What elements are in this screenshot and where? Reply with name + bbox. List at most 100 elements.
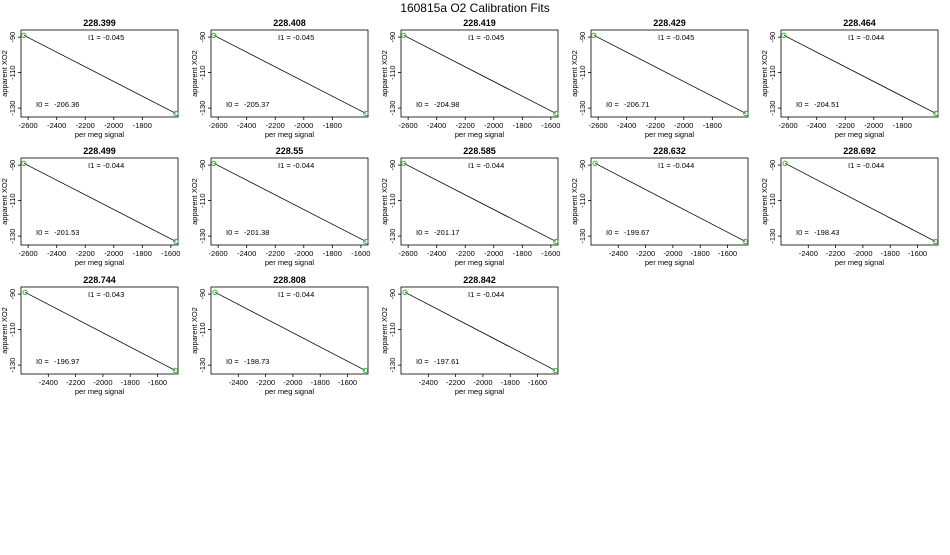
panel-title: 228.808: [273, 275, 306, 285]
x-tick-label: -2200: [836, 121, 855, 130]
x-axis-label: per meg signal: [265, 130, 315, 139]
x-tick-label: -1600: [161, 249, 180, 258]
y-axis-label: apparent XO2: [190, 50, 199, 97]
x-tick-label: -1800: [513, 249, 532, 258]
plot-frame: [20, 286, 179, 375]
i1-value: -0.045: [483, 33, 504, 42]
y-tick-label: -130: [768, 229, 777, 244]
i1-label: I1 =: [88, 33, 101, 42]
data-point: [21, 32, 27, 38]
x-tick-label: -2400: [807, 121, 826, 130]
y-tick-label: -110: [198, 193, 207, 207]
x-tick-label: -1800: [893, 121, 912, 130]
i0-label: I0 =: [416, 100, 429, 109]
y-axis-label: apparent XO2: [760, 178, 769, 225]
x-tick-label: -2600: [209, 249, 228, 258]
data-point: [591, 32, 597, 38]
fit-line: [23, 34, 177, 114]
i1-label: I1 =: [88, 290, 101, 299]
i0-value: -206.71: [624, 100, 649, 109]
panel-6: 228.499 -2600 -2400 -2200 -2000 -1800 -1600 per…: [0, 146, 180, 267]
x-tick-label: -2200: [446, 378, 465, 387]
x-axis-label: per meg signal: [835, 130, 885, 139]
fit-line: [213, 162, 367, 242]
data-point: [173, 238, 179, 245]
panel-11: 228.744 -2400 -2200 -2000 -1800 -1600 per meg …: [0, 275, 179, 396]
fit-line: [23, 162, 177, 242]
x-tick-label: -2400: [609, 249, 628, 258]
data-point: [363, 110, 369, 117]
panel-2: 228.408 -2600 -2400 -2200 -2000 -1800 per meg …: [190, 18, 369, 139]
x-tick-label: -2400: [427, 249, 446, 258]
i0-label: I0 =: [416, 228, 429, 237]
x-tick-label: -1800: [323, 121, 342, 130]
panel-title: 228.399: [83, 18, 116, 28]
fit-line: [213, 34, 367, 114]
x-tick-label: -1800: [323, 249, 342, 258]
y-tick-label: -110: [578, 193, 587, 207]
y-tick-label: -110: [388, 193, 397, 207]
panel-10: 228.692 -2400 -2200 -2000 -1800 -1600 per meg …: [760, 146, 939, 267]
i0-label: I0 =: [226, 228, 239, 237]
i0-value: -196.97: [54, 357, 79, 366]
y-tick-label: -90: [8, 289, 17, 300]
x-tick-label: -1600: [148, 378, 167, 387]
panel-title: 228.55: [276, 146, 304, 156]
fit-line: [403, 34, 557, 114]
x-axis-label: per meg signal: [75, 130, 125, 139]
i0-label: I0 =: [796, 100, 809, 109]
panel-1: 228.399 -2600 -2400 -2200 -2000 -1800 per meg …: [0, 18, 179, 139]
i0-value: -198.43: [814, 228, 839, 237]
x-tick-label: -2400: [617, 121, 636, 130]
y-tick-label: -90: [8, 160, 17, 171]
x-tick-label: -2400: [427, 121, 446, 130]
y-axis-label: apparent XO2: [0, 50, 9, 97]
plot-frame: [210, 157, 369, 246]
i1-value: -0.044: [673, 161, 694, 170]
i1-label: I1 =: [278, 161, 291, 170]
i0-label: I0 =: [226, 357, 239, 366]
x-axis-label: per meg signal: [75, 258, 125, 267]
x-tick-label: -2000: [104, 121, 123, 130]
x-tick-label: -2200: [66, 378, 85, 387]
i0-label: I0 =: [606, 100, 619, 109]
i0-value: -198.73: [244, 357, 269, 366]
x-axis-label: per meg signal: [835, 258, 885, 267]
fit-line: [594, 162, 746, 242]
i1-label: I1 =: [848, 161, 861, 170]
y-tick-label: -110: [388, 65, 397, 79]
x-tick-label: -2600: [399, 249, 418, 258]
y-tick-label: -130: [388, 358, 397, 373]
fit-line: [403, 162, 557, 242]
panel-title: 228.429: [653, 18, 686, 28]
data-point: [781, 32, 787, 38]
x-tick-label: -2600: [399, 121, 418, 130]
panel-title: 228.464: [843, 18, 876, 28]
i1-value: -0.044: [483, 161, 504, 170]
data-point: [933, 110, 939, 117]
x-tick-label: -2000: [294, 249, 313, 258]
i1-label: I1 =: [278, 290, 291, 299]
x-tick-label: -2600: [779, 121, 798, 130]
plot-frame: [400, 29, 559, 118]
panel-9: 228.632 -2400 -2200 -2000 -1800 -1600 per meg …: [570, 146, 749, 267]
x-axis-label: per meg signal: [645, 258, 695, 267]
i0-value: -205.37: [244, 100, 269, 109]
i0-label: I0 =: [606, 228, 619, 237]
x-axis-label: per meg signal: [455, 387, 505, 396]
x-tick-label: -1600: [351, 249, 370, 258]
i1-label: I1 =: [848, 33, 861, 42]
i0-value: -197.61: [434, 357, 459, 366]
y-tick-label: -130: [388, 101, 397, 116]
x-tick-label: -2400: [47, 121, 66, 130]
x-tick-label: -2200: [266, 121, 285, 130]
y-axis-label: apparent XO2: [570, 50, 579, 97]
x-tick-label: -2200: [456, 121, 475, 130]
x-tick-label: -1600: [908, 249, 927, 258]
x-tick-label: -1800: [133, 121, 152, 130]
y-axis-label: apparent XO2: [380, 50, 389, 97]
i0-label: I0 =: [226, 100, 239, 109]
y-tick-label: -90: [388, 32, 397, 43]
i1-value: -0.044: [103, 161, 124, 170]
